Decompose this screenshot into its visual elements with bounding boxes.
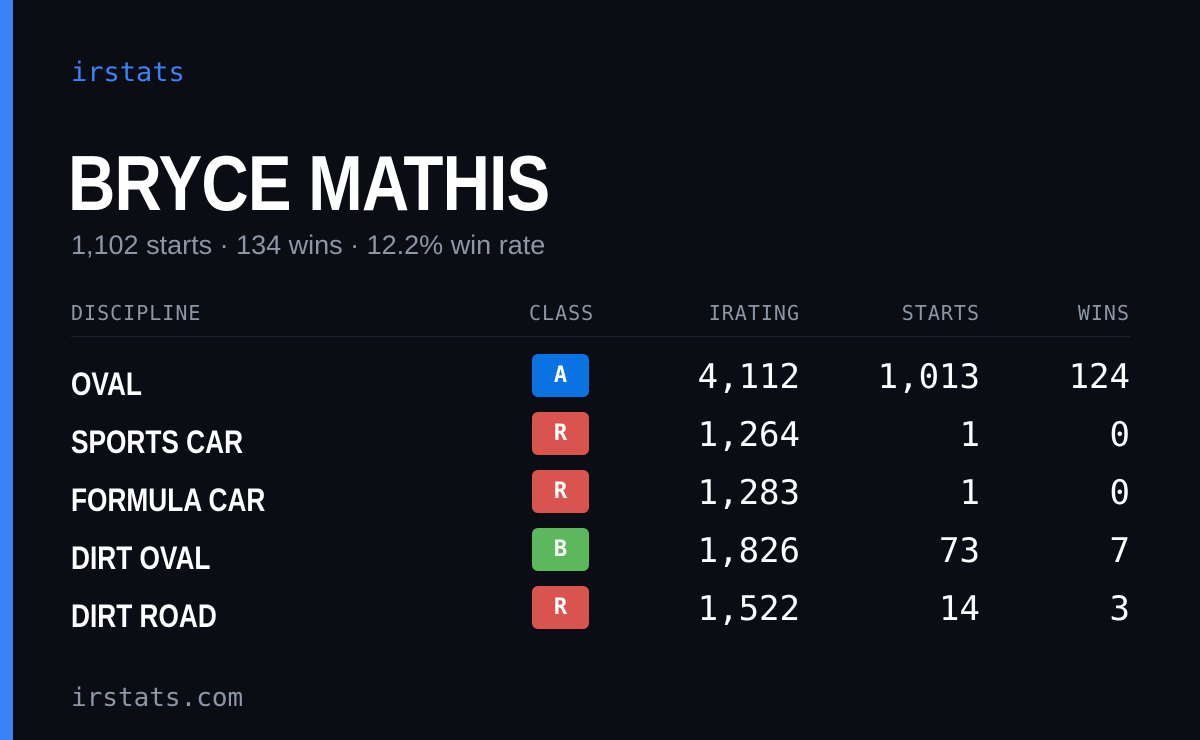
table-row: SPORTS CAR R 1,264 1 0 [71, 412, 1130, 470]
irating-value: 1,283 [697, 473, 800, 513]
irating-value: 1,522 [697, 589, 800, 629]
table-body: OVAL A 4,112 1,013 124 SPORTS CAR R 1,26… [71, 337, 1130, 644]
column-header-starts: STARTS [901, 301, 980, 325]
column-header-discipline: DISCIPLINE [71, 301, 202, 325]
class-badge: A [532, 354, 589, 397]
table-row: DIRT OVAL B 1,826 73 7 [71, 528, 1130, 586]
wins-value: 7 [1109, 531, 1130, 571]
wins-value: 3 [1109, 589, 1130, 629]
wins-value: 0 [1109, 415, 1130, 455]
table-row: DIRT ROAD R 1,522 14 3 [71, 586, 1130, 644]
footer-url[interactable]: irstats.com [71, 683, 244, 713]
irating-value: 1,826 [697, 531, 800, 571]
column-header-wins: WINS [1077, 301, 1130, 325]
accent-bar [0, 0, 13, 740]
wins-value: 124 [1068, 357, 1130, 397]
starts-value: 1 [959, 415, 980, 455]
column-header-class: CLASS [529, 301, 595, 325]
wins-value: 0 [1109, 473, 1130, 513]
class-badge: R [532, 412, 589, 455]
starts-value: 14 [939, 589, 980, 629]
stats-table: DISCIPLINE CLASS IRATING STARTS WINS OVA… [71, 298, 1130, 644]
class-badge: B [532, 528, 589, 571]
class-badge: R [532, 586, 589, 629]
player-name: BRYCE MATHIS [68, 139, 550, 227]
starts-value: 1 [959, 473, 980, 513]
starts-value: 1,013 [877, 357, 980, 397]
irating-value: 1,264 [697, 415, 800, 455]
brand-logo[interactable]: irstats [71, 57, 185, 88]
discipline-name: FORMULA CAR [71, 482, 266, 518]
class-badge: R [532, 470, 589, 513]
table-header: DISCIPLINE CLASS IRATING STARTS WINS [71, 298, 1130, 337]
starts-value: 73 [939, 531, 980, 571]
table-row: OVAL A 4,112 1,013 124 [71, 354, 1130, 412]
discipline-name: OVAL [71, 366, 142, 402]
column-header-irating: IRATING [708, 301, 800, 325]
irating-value: 4,112 [697, 357, 800, 397]
discipline-name: DIRT ROAD [71, 598, 217, 634]
discipline-name: DIRT OVAL [71, 540, 211, 576]
discipline-name: SPORTS CAR [71, 424, 244, 460]
table-row: FORMULA CAR R 1,283 1 0 [71, 470, 1130, 528]
player-summary: 1,102 starts · 134 wins · 12.2% win rate [71, 230, 546, 260]
